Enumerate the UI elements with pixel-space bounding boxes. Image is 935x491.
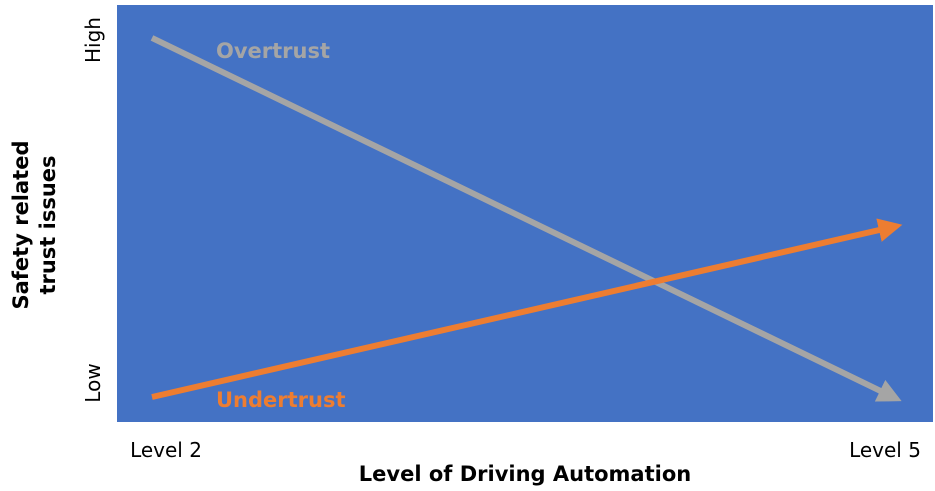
- series-line-overtrust: [150, 35, 902, 402]
- y-tick-high: High: [81, 17, 105, 63]
- series-label-overtrust: Overtrust: [216, 39, 330, 63]
- series-label-undertrust: Undertrust: [216, 388, 346, 412]
- y-axis-title-line-1: Safety related: [9, 141, 33, 310]
- x-axis-title: Level of Driving Automation: [359, 462, 691, 486]
- x-tick-level-5: Level 5: [849, 438, 921, 462]
- y-axis-title-line-2: trust issues: [36, 155, 60, 294]
- series-line-undertrust: [151, 218, 903, 400]
- y-tick-low: Low: [81, 363, 105, 402]
- x-tick-level-2: Level 2: [130, 438, 202, 462]
